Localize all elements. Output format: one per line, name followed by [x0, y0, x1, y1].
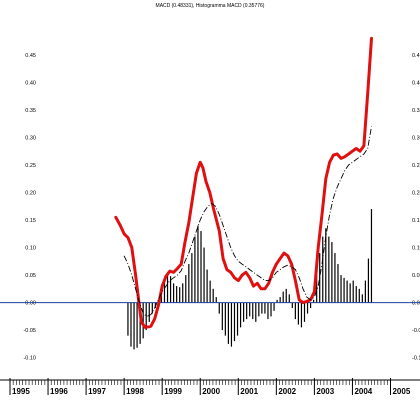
y-tick-label-left: 0.15 — [25, 218, 36, 224]
y-tick-label-right: 0.15 — [412, 218, 420, 224]
y-tick-label-right: 0.30 — [412, 135, 420, 141]
x-tick-label: 2005 — [392, 387, 410, 396]
x-tick-label: 1996 — [50, 387, 68, 396]
x-tick-label: 1999 — [164, 387, 182, 396]
y-axis-ticks: -0.10 -0.10 -0.05 -0.05 0.00 0.00 0.05 0.05 0.10… — [23, 53, 420, 362]
x-tick-label: 1995 — [12, 387, 30, 396]
signal-line — [123, 126, 372, 317]
x-tick-label: 2004 — [354, 387, 372, 396]
y-tick-label-right: -0.05 — [412, 328, 420, 334]
y-tick-label-left: 0.05 — [25, 273, 36, 279]
y-tick-label-right: 0.05 — [412, 273, 420, 279]
macd-line — [114, 36, 373, 329]
y-tick-label-left: 0.35 — [25, 108, 36, 114]
y-tick-label-left: -0.05 — [23, 328, 36, 334]
y-tick-label-left: 0.40 — [25, 80, 36, 86]
y-tick-label-left: 0.45 — [25, 53, 36, 59]
x-tick-label: 2001 — [240, 387, 258, 396]
y-tick-label-right: 0.45 — [412, 53, 420, 59]
x-tick-label: 1997 — [88, 387, 106, 396]
chart-title: MACD (0.48331), Histogramma MACD (0.3577… — [156, 3, 265, 9]
y-tick-label-left: 0.00 — [25, 301, 36, 307]
y-tick-label-right: 0.40 — [412, 80, 420, 86]
x-axis: 1995 1996 1997 1998 1999 2000 2001 2002 2003 2004… — [0, 378, 420, 396]
series-lines — [114, 36, 373, 329]
y-tick-label-left: 0.25 — [25, 163, 36, 169]
y-tick-label-left: -0.10 — [23, 356, 36, 362]
y-tick-label-left: 0.30 — [25, 135, 36, 141]
y-tick-label-left: 0.20 — [25, 191, 36, 197]
y-tick-label-right: 0.25 — [412, 163, 420, 169]
x-tick-label: 1998 — [126, 387, 144, 396]
histogram-bars — [127, 209, 373, 350]
y-tick-label-right: 0.20 — [412, 191, 420, 197]
y-tick-label-left: 0.10 — [25, 246, 36, 252]
x-tick-label: 2002 — [278, 387, 296, 396]
y-tick-label-right: 0.00 — [412, 301, 420, 307]
x-tick-label: 2003 — [316, 387, 334, 396]
x-tick-label: 2000 — [202, 387, 220, 396]
y-tick-label-right: 0.10 — [412, 246, 420, 252]
y-tick-label-right: -0.10 — [412, 356, 420, 362]
y-tick-label-right: 0.35 — [412, 108, 420, 114]
